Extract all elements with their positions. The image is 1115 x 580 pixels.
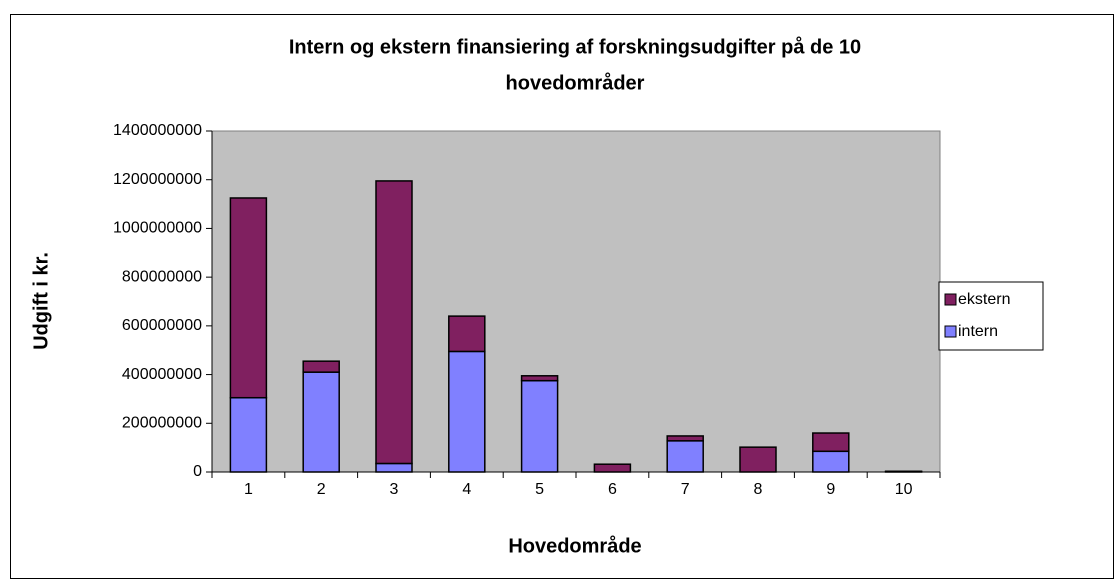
legend-label: intern xyxy=(958,323,998,340)
legend-swatch xyxy=(944,293,957,306)
bar-segment xyxy=(375,462,413,473)
bar-segment xyxy=(666,440,704,473)
legend-label: ekstern xyxy=(958,291,1010,308)
y-tick-label: 0 xyxy=(193,463,202,480)
y-tick-label: 1400000000 xyxy=(113,122,202,139)
chart-title: Intern og ekstern finansiering af forskn… xyxy=(289,35,861,58)
bar-segment xyxy=(229,197,268,399)
y-tick-label: 400000000 xyxy=(122,366,202,383)
bar-segment xyxy=(448,315,486,353)
x-axis-label: Hovedområde xyxy=(508,534,641,557)
bar-segment xyxy=(229,396,268,473)
bar-segment xyxy=(812,450,850,473)
x-tick-label: 1 xyxy=(244,481,253,498)
y-tick-label: 1000000000 xyxy=(113,220,202,237)
y-tick-label: 200000000 xyxy=(122,415,202,432)
x-tick-label: 4 xyxy=(462,481,471,498)
legend-swatch xyxy=(944,325,957,338)
x-tick-label: 2 xyxy=(317,481,326,498)
bar-segment xyxy=(666,435,704,442)
bar-segment xyxy=(593,463,632,473)
bar-segment xyxy=(448,350,486,473)
x-tick-label: 7 xyxy=(681,481,690,498)
bar-segment xyxy=(302,360,340,373)
legend-box xyxy=(938,281,1044,351)
y-tick-label: 1200000000 xyxy=(113,171,202,188)
x-tick-label: 8 xyxy=(754,481,763,498)
bar-segment xyxy=(375,180,413,465)
x-tick-label: 5 xyxy=(535,481,544,498)
y-tick-label: 800000000 xyxy=(122,268,202,285)
x-tick-label: 6 xyxy=(608,481,617,498)
bar-segment xyxy=(739,446,777,473)
bar-segment xyxy=(520,379,559,473)
y-axis-label: Udgift i kr. xyxy=(30,252,52,350)
y-tick-label: 600000000 xyxy=(122,317,202,334)
x-tick-label: 3 xyxy=(390,481,399,498)
bar-segment xyxy=(520,375,559,382)
x-tick-label: 9 xyxy=(826,481,835,498)
bar-segment xyxy=(812,432,850,453)
bar-segment xyxy=(302,371,340,473)
x-tick-label: 10 xyxy=(895,481,913,498)
chart-title: hovedområder xyxy=(506,71,645,94)
